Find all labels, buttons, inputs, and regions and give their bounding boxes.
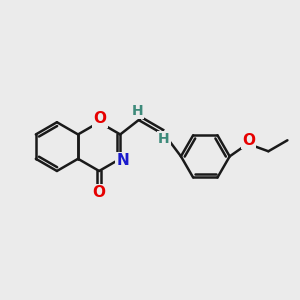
Text: H: H (132, 104, 143, 118)
Text: H: H (158, 132, 170, 146)
Text: O: O (93, 111, 106, 126)
Text: O: O (93, 185, 106, 200)
Text: O: O (242, 133, 255, 148)
Text: N: N (117, 153, 129, 168)
